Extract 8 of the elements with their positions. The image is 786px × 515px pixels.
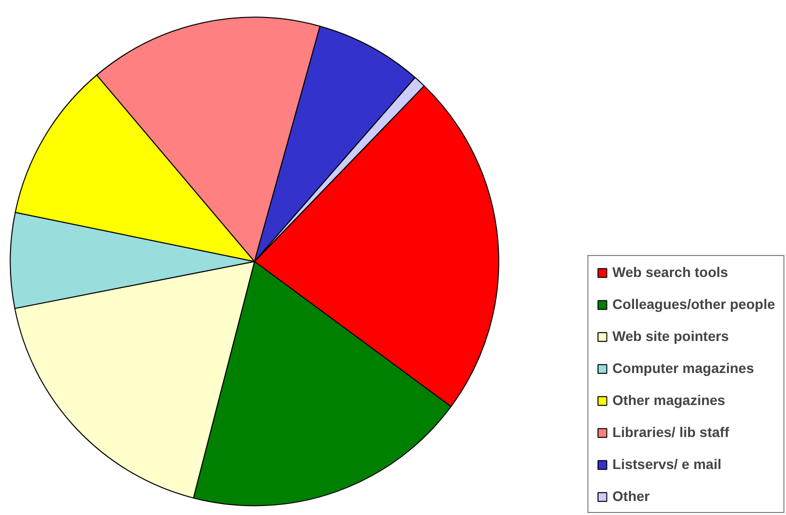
legend-label: Colleagues/other people xyxy=(612,296,775,312)
legend-label: Libraries/ lib staff xyxy=(612,424,730,440)
legend-label: Other xyxy=(612,488,650,504)
legend-label: Other magazines xyxy=(612,392,726,408)
legend-label: Web site pointers xyxy=(612,328,729,344)
legend-label: Web search tools xyxy=(612,264,728,280)
legend-label: Listservs/ e mail xyxy=(612,456,722,472)
legend-label: Computer magazines xyxy=(612,360,754,376)
